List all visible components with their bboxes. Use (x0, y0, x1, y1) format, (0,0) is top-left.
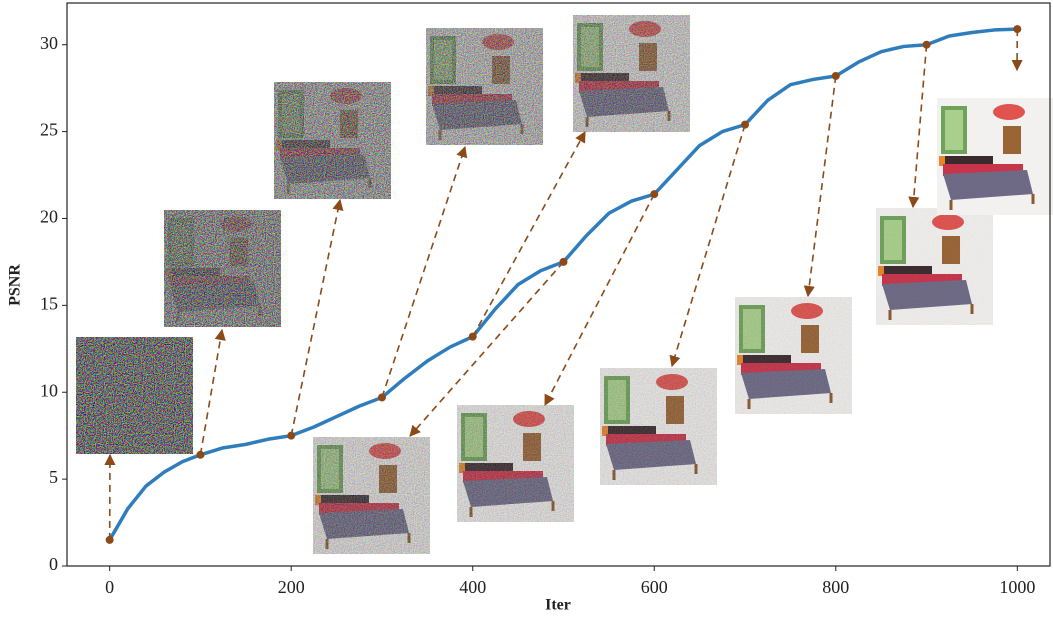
thumbnail-noise (573, 15, 690, 132)
arrow (913, 45, 927, 207)
thumbnail (937, 98, 1053, 215)
y-tick-label: 20 (40, 207, 58, 227)
point (106, 536, 114, 544)
point (469, 333, 477, 341)
arrow (382, 147, 465, 397)
thumbnail-noise (313, 437, 430, 554)
y-axis-title: PSNR (7, 264, 24, 306)
chart: Iter PSNR 0 5 10 15 20 25 30 0 200 400 600 800 1000 (0, 0, 1053, 620)
x-tick-label: 1000 (999, 577, 1035, 597)
point (287, 432, 295, 440)
thumbnail-noise (457, 405, 574, 522)
y-tick-label: 25 (40, 120, 58, 140)
point (741, 121, 749, 129)
point (378, 393, 386, 401)
thumbnail-noise (274, 82, 391, 199)
x-tick-label: 600 (641, 577, 668, 597)
y-tick-label: 0 (49, 554, 58, 574)
point (923, 41, 931, 49)
point (196, 451, 204, 459)
x-tick-label: 200 (278, 577, 305, 597)
x-tick-label: 0 (105, 577, 114, 597)
point (1013, 25, 1021, 33)
arrow (291, 200, 340, 436)
thumbnail-noise (76, 337, 193, 454)
thumbnail-noise (735, 297, 852, 414)
point (559, 258, 567, 266)
y-tick-label: 5 (49, 467, 58, 487)
thumbnail-noise (426, 28, 543, 145)
arrow (808, 76, 836, 296)
arrow (473, 132, 585, 337)
x-axis-title: Iter (545, 597, 571, 614)
thumbnails (76, 15, 1053, 554)
y-tick-label: 10 (40, 380, 58, 400)
point (832, 72, 840, 80)
thumbnail-noise (876, 208, 993, 325)
thumbnail-noise (164, 210, 281, 327)
thumbnail-noise (600, 368, 717, 485)
y-tick-label: 30 (40, 33, 58, 53)
y-tick-label: 15 (40, 293, 58, 313)
point (650, 190, 658, 198)
x-tick-label: 400 (459, 577, 486, 597)
x-tick-label: 800 (822, 577, 849, 597)
arrow (200, 330, 222, 455)
